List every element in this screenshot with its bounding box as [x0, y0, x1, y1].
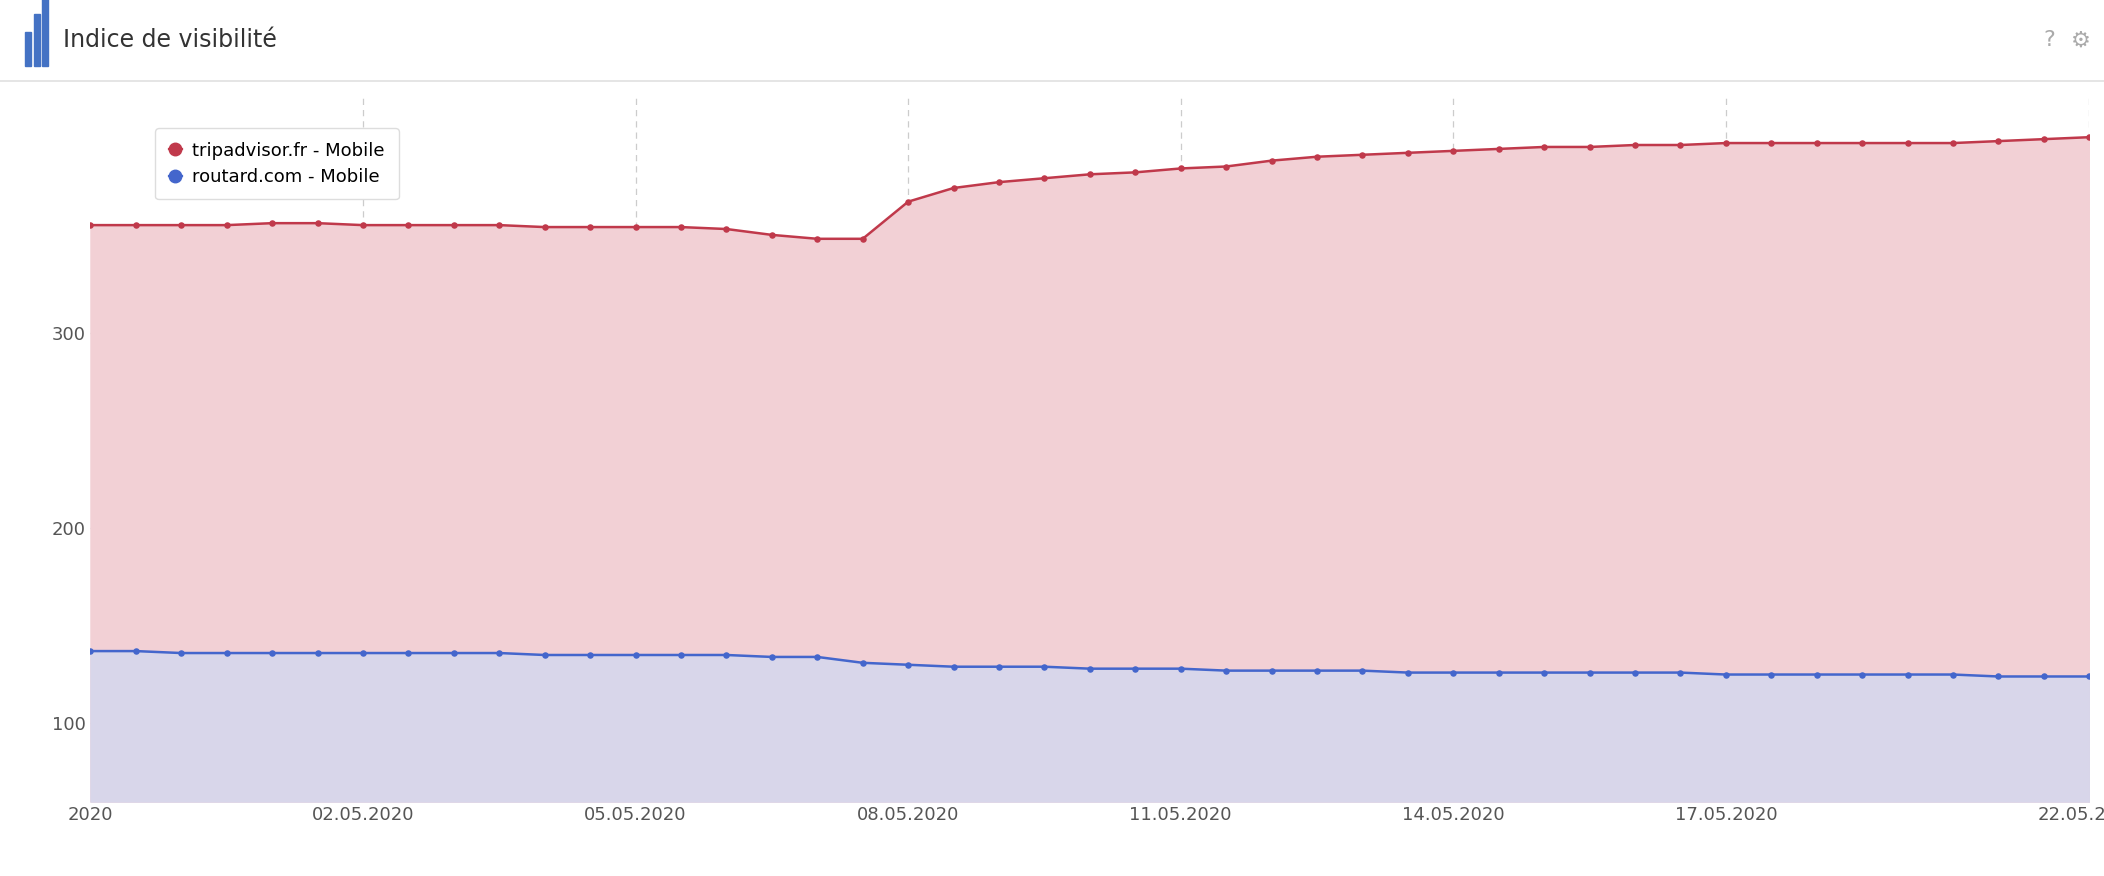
- Point: [1210, 664, 1243, 678]
- Point: [846, 232, 879, 246]
- Point: [1073, 167, 1107, 181]
- Point: [755, 228, 789, 242]
- Point: [1119, 166, 1153, 180]
- Point: [1528, 666, 1561, 680]
- Point: [1119, 661, 1153, 675]
- Point: [1254, 664, 1288, 678]
- Point: [1027, 660, 1060, 674]
- Point: [619, 648, 652, 662]
- Point: [391, 646, 425, 660]
- Point: [892, 658, 926, 672]
- Point: [1664, 138, 1698, 152]
- Point: [1481, 142, 1515, 156]
- Point: [74, 644, 107, 658]
- Point: [120, 644, 154, 658]
- Point: [1528, 140, 1561, 154]
- Point: [1164, 661, 1197, 675]
- Point: [1574, 140, 1607, 154]
- Point: [438, 646, 471, 660]
- Point: [936, 181, 970, 195]
- Point: [1936, 668, 1969, 682]
- Point: [1708, 136, 1742, 150]
- Point: [210, 646, 244, 660]
- Point: [2026, 669, 2060, 683]
- Point: [1982, 134, 2016, 148]
- Point: [1164, 161, 1197, 175]
- Point: [1664, 666, 1698, 680]
- Point: [528, 648, 562, 662]
- Point: [1845, 668, 1879, 682]
- Point: [438, 218, 471, 232]
- Point: [164, 218, 198, 232]
- Point: [1254, 153, 1288, 167]
- Point: [1210, 159, 1243, 173]
- Point: [164, 646, 198, 660]
- Point: [1755, 136, 1788, 150]
- Point: [572, 648, 608, 662]
- Point: [983, 175, 1016, 189]
- Point: [1073, 661, 1107, 675]
- Point: [301, 646, 335, 660]
- Point: [120, 218, 154, 232]
- Point: [482, 218, 515, 232]
- Point: [892, 194, 926, 208]
- Point: [1300, 150, 1334, 164]
- Text: ?: ?: [2043, 31, 2056, 50]
- Point: [2026, 132, 2060, 146]
- Point: [301, 216, 335, 230]
- Bar: [42, 0, 48, 66]
- Point: [1708, 668, 1742, 682]
- Point: [709, 648, 743, 662]
- Point: [1391, 145, 1424, 159]
- Point: [528, 220, 562, 234]
- Point: [1437, 666, 1471, 680]
- Point: [2072, 131, 2104, 145]
- Point: [1936, 136, 1969, 150]
- Point: [1845, 136, 1879, 150]
- Text: Indice de visibilité: Indice de visibilité: [63, 28, 278, 53]
- Point: [482, 646, 515, 660]
- Point: [665, 220, 699, 234]
- Point: [755, 650, 789, 664]
- Point: [210, 218, 244, 232]
- Point: [347, 646, 381, 660]
- Point: [1347, 664, 1380, 678]
- Point: [1799, 668, 1833, 682]
- Point: [1481, 666, 1515, 680]
- Point: [572, 220, 608, 234]
- Point: [1391, 666, 1424, 680]
- Point: [983, 660, 1016, 674]
- Point: [74, 218, 107, 232]
- Bar: [34, 14, 40, 66]
- Point: [391, 218, 425, 232]
- Point: [665, 648, 699, 662]
- Point: [800, 650, 833, 664]
- Point: [255, 216, 288, 230]
- Point: [1437, 144, 1471, 158]
- Bar: [25, 32, 32, 66]
- Point: [936, 660, 970, 674]
- Point: [255, 646, 288, 660]
- Legend: tripadvisor.fr - Mobile, routard.com - Mobile: tripadvisor.fr - Mobile, routard.com - M…: [156, 128, 398, 200]
- Point: [1618, 666, 1652, 680]
- Point: [709, 222, 743, 236]
- Point: [1347, 148, 1380, 162]
- Point: [1300, 664, 1334, 678]
- Point: [1891, 136, 1925, 150]
- Text: ⚙: ⚙: [2070, 31, 2091, 50]
- Point: [2072, 669, 2104, 683]
- Point: [1982, 669, 2016, 683]
- Point: [347, 218, 381, 232]
- Point: [1891, 668, 1925, 682]
- Point: [846, 656, 879, 670]
- Point: [1027, 171, 1060, 185]
- Point: [800, 232, 833, 246]
- Point: [1755, 668, 1788, 682]
- Point: [619, 220, 652, 234]
- Point: [1618, 138, 1652, 152]
- Point: [1799, 136, 1833, 150]
- Point: [1574, 666, 1607, 680]
